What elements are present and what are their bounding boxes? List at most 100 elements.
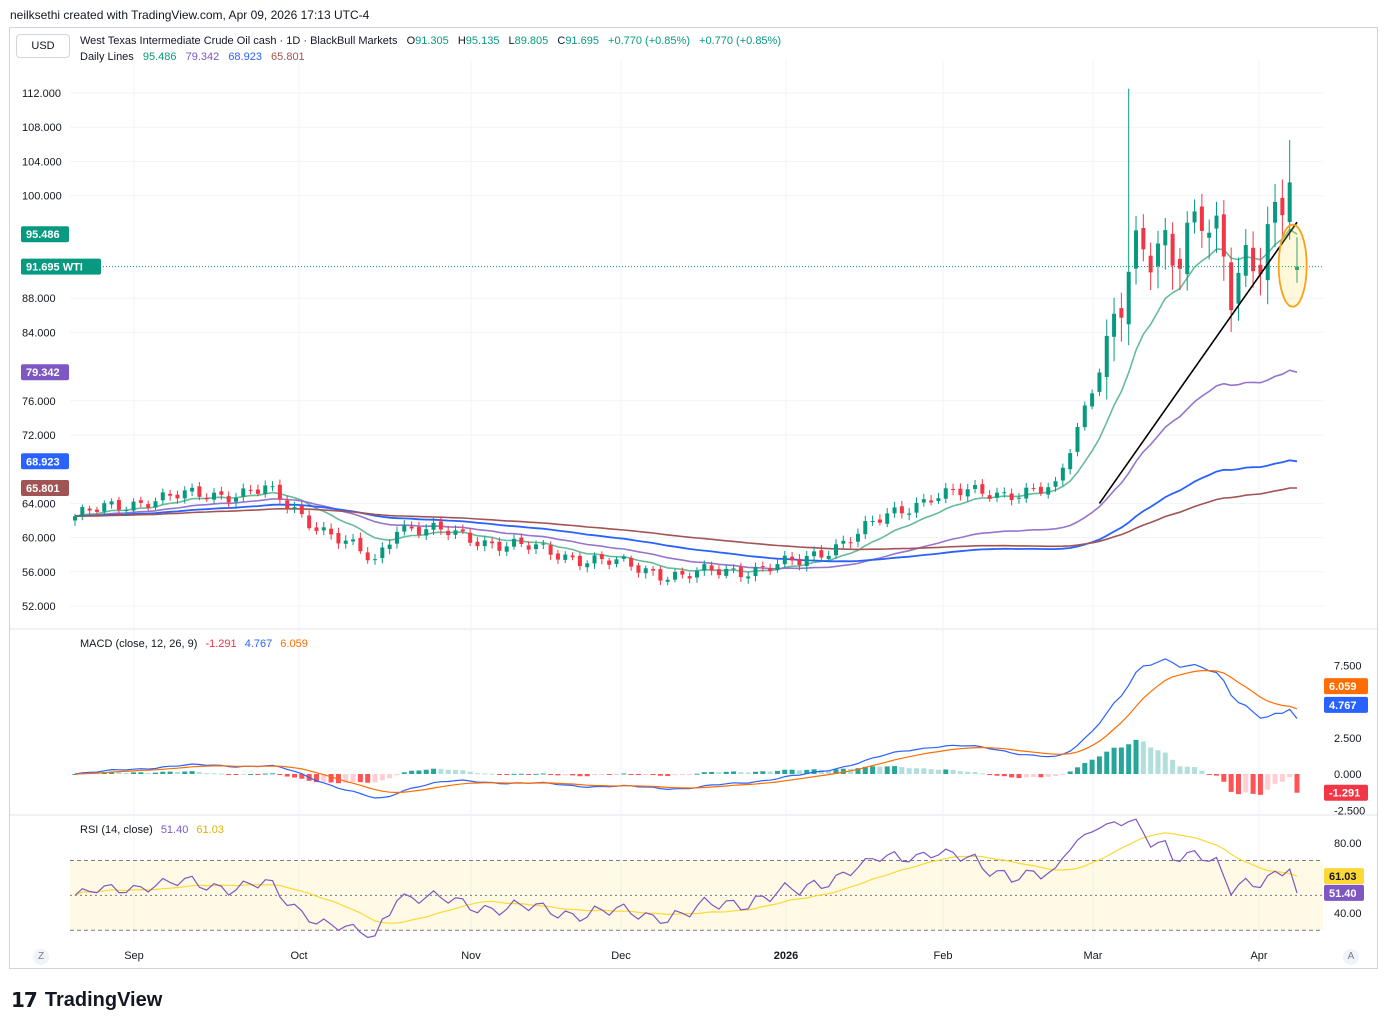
candle-body [790, 556, 795, 561]
price-tick-label: 60.000 [22, 533, 56, 545]
candle-body [848, 542, 853, 544]
candle-body [951, 488, 956, 491]
macd-histogram-bar [1162, 752, 1168, 774]
price-tick-label: 104.000 [22, 156, 62, 168]
macd-histogram-bar [635, 774, 641, 775]
candle-body [834, 544, 839, 556]
candle-body [1185, 222, 1190, 275]
candle-body [116, 499, 121, 510]
macd-histogram-bar [694, 773, 700, 775]
macd-histogram-bar [855, 768, 861, 774]
candle-body [841, 540, 846, 544]
macd-histogram-bar [1148, 747, 1154, 774]
candle-body [358, 537, 363, 552]
tradingview-logo-text: TradingView [44, 988, 163, 1011]
macd-histogram-bar [123, 772, 129, 774]
macd-histogram-bar [716, 772, 722, 774]
candle-body [446, 530, 451, 536]
ohlc-open: O91.305 [406, 35, 449, 47]
x-axis-label: Dec [611, 950, 631, 962]
candle-body [153, 501, 158, 508]
candle-body [1090, 393, 1095, 407]
candle-body [1148, 255, 1153, 273]
candle-body [504, 546, 509, 552]
macd-histogram-bar [723, 771, 729, 774]
macd-histogram-bar [401, 772, 407, 774]
candle-body [277, 484, 282, 500]
chart-frame [9, 27, 1378, 969]
candle-body [855, 533, 860, 542]
macd-histogram-bar [511, 773, 517, 775]
macd-histogram-bar [972, 771, 978, 774]
macd-histogram-bar [862, 766, 868, 774]
macd-histogram-bar [1279, 774, 1285, 782]
macd-histogram-bar [504, 774, 510, 775]
macd-histogram-bar [460, 770, 466, 774]
macd-histogram-bar [1016, 774, 1022, 779]
candle-body [533, 544, 538, 550]
rsi-badge [1324, 868, 1364, 885]
macd-histogram-bar [599, 774, 605, 775]
x-axis-label: Sep [124, 950, 144, 962]
x-axis-label: Apr [1250, 950, 1267, 962]
macd-histogram-bar [196, 772, 202, 774]
tradingview-logo-icon: 17 [11, 988, 38, 1012]
macd-histogram-bar [1031, 774, 1037, 777]
macd-histogram-bar [474, 773, 480, 775]
candle-body [592, 555, 597, 564]
candle-body [607, 560, 612, 565]
candle-body [497, 541, 502, 551]
macd-histogram-bar [613, 774, 619, 775]
price-badge-label: 95.486 [26, 229, 60, 241]
macd-histogram-bar [884, 766, 890, 774]
price-badge-label: 65.801 [26, 483, 60, 495]
candle-body [241, 488, 246, 497]
zoom-reset-button[interactable]: Z [33, 949, 49, 965]
candle-body [1134, 230, 1139, 269]
candle-body [438, 521, 443, 530]
macd-histogram-bar [979, 773, 985, 775]
rsi-badge [1324, 884, 1364, 901]
daily-lines-label[interactable]: Daily Lines [80, 51, 134, 63]
macd-histogram-bar [987, 774, 993, 776]
macd-histogram-bar [774, 770, 780, 774]
auto-scale-button[interactable]: A [1343, 949, 1359, 965]
macd-histogram-bar [292, 774, 298, 778]
macd-histogram-bar [1221, 774, 1227, 782]
macd-histogram-bar [1140, 741, 1146, 774]
candle-body [1002, 492, 1007, 494]
macd-histogram-bar [745, 772, 751, 774]
macd-histogram-bar [270, 773, 276, 775]
candle-body [965, 489, 970, 497]
macd-histogram-bar [1104, 751, 1110, 774]
price-tick-label: 52.000 [22, 601, 56, 613]
candle-body [343, 540, 348, 544]
candle-body [402, 525, 407, 532]
candle-body [285, 500, 290, 509]
macd-histogram-bar [592, 774, 598, 776]
symbol-title[interactable]: West Texas Intermediate Crude Oil cash ·… [80, 35, 398, 47]
candle-body [812, 551, 817, 557]
macd-title[interactable]: MACD (close, 12, 26, 9) [80, 638, 198, 650]
price-tick-label: 108.000 [22, 122, 62, 134]
candle-body [570, 555, 575, 558]
macd-histogram-bar [1053, 774, 1059, 777]
candle-body [526, 545, 531, 550]
candle-body [943, 488, 948, 499]
macd-histogram-bar [1023, 774, 1029, 778]
candle-body [885, 513, 890, 524]
macd-histogram-bar [679, 774, 685, 775]
macd-histogram-bar [518, 773, 524, 775]
candle-body [541, 543, 546, 545]
candle-body [307, 515, 312, 529]
candle-body [1236, 272, 1241, 304]
candle-body [94, 509, 99, 512]
candle-body [1016, 497, 1021, 499]
macd-histogram-bar [1067, 771, 1073, 774]
macd-signal-line [74, 669, 1298, 794]
rsi-title[interactable]: RSI (14, close) [80, 824, 153, 836]
currency-button[interactable]: USD [16, 34, 70, 58]
candle-body [1295, 266, 1299, 270]
candle-body [731, 568, 736, 570]
